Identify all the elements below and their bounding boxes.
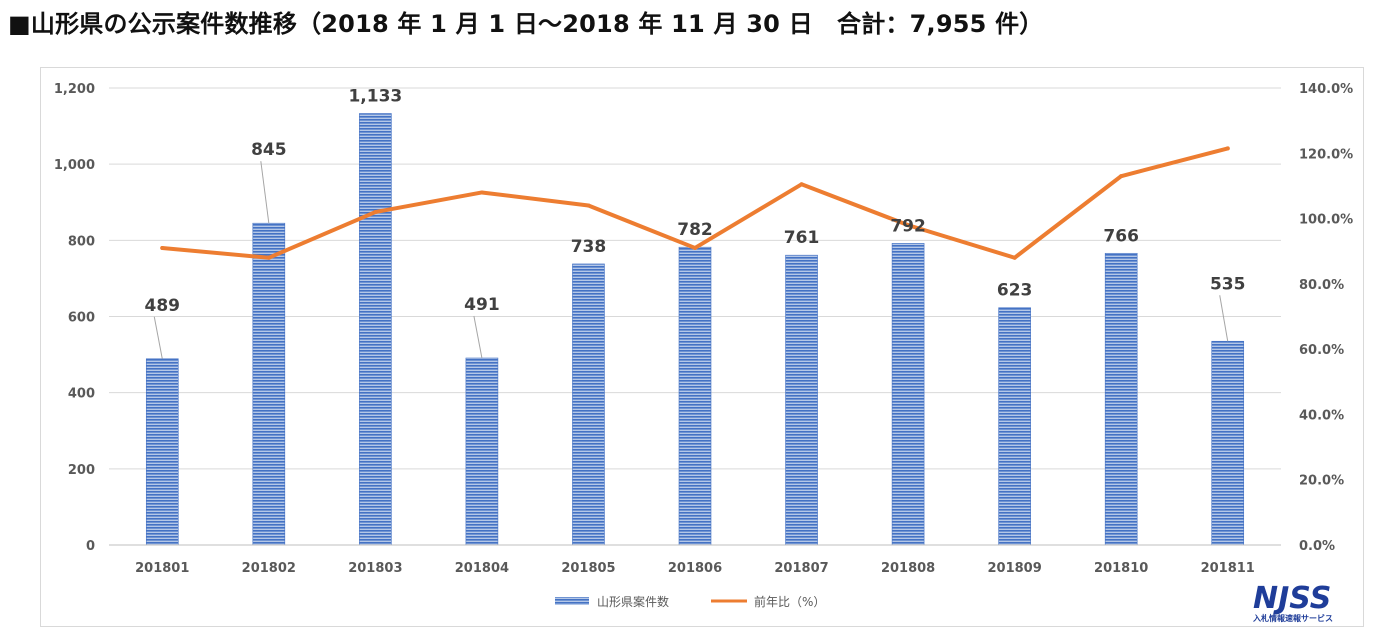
line-point bbox=[1119, 174, 1124, 179]
legend: 山形県案件数 前年比（%） bbox=[555, 594, 825, 609]
left-axis-tick-label: 600 bbox=[68, 311, 95, 326]
bar bbox=[1104, 252, 1138, 546]
line-point bbox=[799, 182, 804, 187]
right-axis-tick-label: 20.0% bbox=[1299, 474, 1344, 489]
leader-line bbox=[1219, 295, 1229, 342]
right-axis-tick-label: 100.0% bbox=[1299, 213, 1353, 228]
right-axis-tick-label: 140.0% bbox=[1299, 82, 1353, 97]
bar bbox=[1211, 340, 1245, 546]
line-point bbox=[693, 245, 697, 250]
leader-line bbox=[260, 161, 270, 224]
line-series bbox=[160, 146, 1230, 260]
bar-data-label: 792 bbox=[890, 216, 926, 236]
x-axis-tick-label: 201806 bbox=[668, 561, 722, 576]
right-axis-tick-label: 60.0% bbox=[1299, 343, 1344, 358]
left-axis-tick-label: 1,200 bbox=[54, 82, 95, 97]
logo-text: NJSS bbox=[1253, 581, 1331, 616]
right-axis-tick-label: 0.0% bbox=[1299, 539, 1335, 554]
njss-logo: NJSS 入札情報速報サービス bbox=[1252, 581, 1333, 623]
bar bbox=[998, 307, 1031, 546]
right-axis-tick-label: 80.0% bbox=[1299, 278, 1344, 293]
x-axis: 201801 201802 201803 201804 201805 201806 2018… bbox=[109, 544, 1281, 576]
line-point bbox=[1012, 255, 1017, 260]
x-axis-tick-label: 201811 bbox=[1201, 561, 1255, 576]
bar bbox=[572, 263, 605, 546]
bar-data-label: 761 bbox=[784, 228, 820, 248]
bar-data-label: 623 bbox=[997, 281, 1033, 301]
x-axis-tick-label: 201802 bbox=[242, 561, 296, 576]
x-axis-tick-label: 201810 bbox=[1094, 561, 1148, 576]
bar-data-label: 535 bbox=[1210, 274, 1246, 294]
data-labels: 489 845 1,133 491 738 782 761 792 623 766 535 bbox=[145, 87, 1246, 316]
bar-data-label: 489 bbox=[145, 296, 181, 316]
bar bbox=[678, 246, 712, 546]
bar-series bbox=[145, 113, 1245, 546]
bar bbox=[359, 113, 392, 546]
bar bbox=[145, 358, 179, 546]
page-title: ■山形県の公示案件数推移（2018 年 1 月 1 日～2018 年 11 月 … bbox=[8, 10, 1044, 38]
right-axis-tick-label: 40.0% bbox=[1299, 408, 1344, 423]
bar-data-label: 738 bbox=[571, 237, 607, 257]
line-path bbox=[160, 146, 1230, 260]
x-axis-tick-label: 201807 bbox=[774, 561, 828, 576]
combo-chart: 0 200 400 600 800 1,000 1,200 0.0% 20.0% 40.0% 60… bbox=[54, 82, 1353, 623]
legend-label-bar: 山形県案件数 bbox=[597, 594, 669, 609]
logo-subtitle: 入札情報速報サービス bbox=[1252, 613, 1333, 623]
x-axis-tick-label: 201809 bbox=[987, 561, 1041, 576]
line-point bbox=[266, 255, 271, 260]
x-axis-tick-label: 201804 bbox=[455, 561, 509, 576]
right-axis-tick-label: 120.0% bbox=[1299, 147, 1353, 162]
legend-label-line: 前年比（%） bbox=[754, 594, 825, 609]
line-point bbox=[586, 203, 591, 208]
left-axis-tick-label: 0 bbox=[86, 539, 95, 554]
left-axis-tick-label: 400 bbox=[68, 387, 95, 402]
bar-data-label: 491 bbox=[464, 295, 500, 315]
chart-area: 0 200 400 600 800 1,000 1,200 0.0% 20.0% 40.0% 60… bbox=[40, 67, 1364, 627]
bar-data-label: 845 bbox=[251, 140, 287, 160]
leader-lines bbox=[153, 161, 1229, 359]
left-axis-tick-label: 200 bbox=[68, 463, 95, 478]
left-axis-tick-label: 1,000 bbox=[54, 158, 95, 173]
bar bbox=[252, 222, 286, 546]
leader-line bbox=[153, 316, 163, 359]
line-point bbox=[479, 190, 484, 195]
line-point bbox=[373, 210, 378, 215]
left-axis: 0 200 400 600 800 1,000 1,200 bbox=[54, 82, 95, 554]
bar-data-label: 782 bbox=[677, 220, 713, 240]
bar bbox=[891, 243, 925, 546]
left-axis-tick-label: 800 bbox=[68, 234, 95, 249]
legend-swatch-bar bbox=[555, 597, 589, 605]
line-point bbox=[160, 245, 165, 250]
x-axis-tick-label: 201801 bbox=[135, 561, 189, 576]
line-point bbox=[1225, 146, 1230, 151]
leader-line bbox=[473, 315, 483, 359]
right-axis: 0.0% 20.0% 40.0% 60.0% 80.0% 100.0% 120.0% 140.… bbox=[1299, 82, 1353, 554]
bar bbox=[785, 254, 818, 546]
x-axis-tick-label: 201803 bbox=[348, 561, 402, 576]
line-point bbox=[906, 223, 911, 228]
x-axis-tick-label: 201805 bbox=[561, 561, 615, 576]
bar-data-label: 766 bbox=[1103, 226, 1139, 246]
x-axis-tick-label: 201808 bbox=[881, 561, 935, 576]
bar-data-label: 1,133 bbox=[348, 87, 402, 107]
bar bbox=[465, 357, 499, 546]
